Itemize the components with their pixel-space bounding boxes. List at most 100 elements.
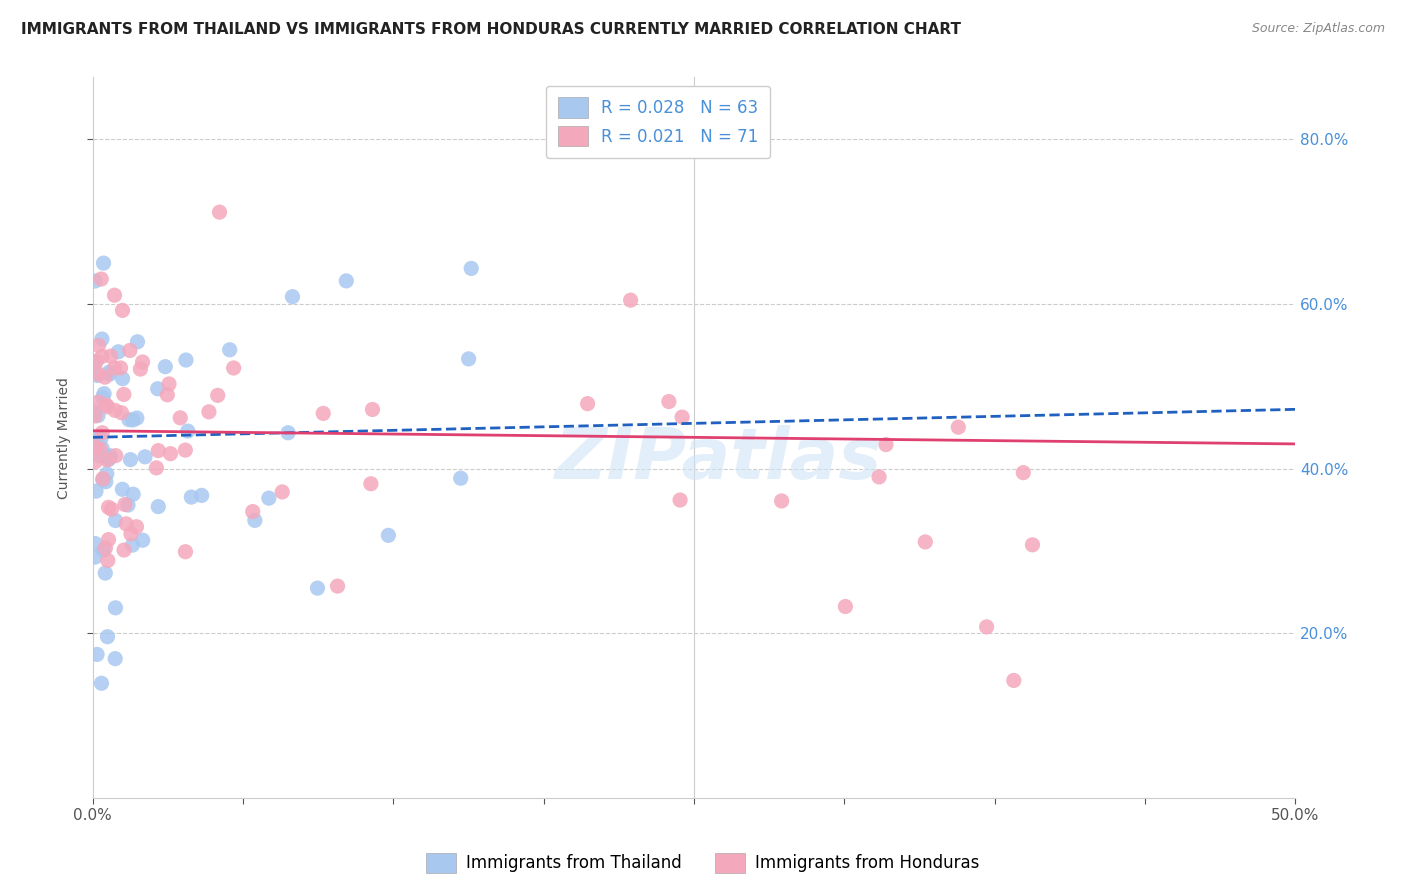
Point	[93, 543, 115, 558]
Point	[97, 500, 120, 515]
Point	[98, 450, 121, 465]
Point	[180, 490, 202, 504]
Point	[174, 353, 197, 368]
Point	[281, 290, 304, 304]
Legend: Immigrants from Thailand, Immigrants from Honduras: Immigrants from Thailand, Immigrants fro…	[419, 847, 987, 880]
Point	[148, 500, 170, 514]
Point	[174, 443, 197, 458]
Point	[90, 676, 112, 690]
Point	[93, 256, 115, 270]
Point	[94, 541, 117, 555]
Point	[868, 470, 890, 484]
Y-axis label: Currently Married: Currently Married	[58, 376, 72, 499]
Point	[834, 599, 856, 614]
Point	[104, 449, 127, 463]
Point	[157, 376, 180, 391]
Point	[134, 450, 156, 464]
Point	[361, 402, 384, 417]
Point	[112, 543, 135, 558]
Point	[242, 505, 264, 519]
Point	[169, 410, 191, 425]
Point	[208, 205, 231, 219]
Point	[87, 449, 110, 463]
Point	[89, 442, 111, 456]
Point	[104, 514, 127, 528]
Point	[112, 387, 135, 401]
Point	[122, 487, 145, 501]
Point	[84, 405, 107, 419]
Text: IMMIGRANTS FROM THAILAND VS IMMIGRANTS FROM HONDURAS CURRENTLY MARRIED CORRELATI: IMMIGRANTS FROM THAILAND VS IMMIGRANTS F…	[21, 22, 962, 37]
Point	[90, 272, 112, 286]
Point	[120, 527, 142, 541]
Point	[658, 394, 681, 409]
Point	[770, 494, 793, 508]
Point	[91, 472, 114, 486]
Point	[97, 533, 120, 547]
Point	[100, 502, 122, 516]
Point	[335, 274, 357, 288]
Point	[94, 475, 117, 489]
Text: Source: ZipAtlas.com: Source: ZipAtlas.com	[1251, 22, 1385, 36]
Point	[148, 443, 170, 458]
Point	[87, 395, 110, 409]
Point	[218, 343, 240, 357]
Point	[87, 338, 110, 352]
Point	[111, 371, 134, 385]
Point	[145, 461, 167, 475]
Point	[90, 432, 112, 446]
Point	[94, 566, 117, 580]
Point	[103, 288, 125, 302]
Point	[98, 365, 121, 379]
Point	[875, 437, 897, 451]
Point	[976, 620, 998, 634]
Point	[156, 388, 179, 402]
Text: ZIPatlas: ZIPatlas	[554, 425, 882, 494]
Point	[120, 452, 142, 467]
Point	[243, 513, 266, 527]
Point	[111, 483, 134, 497]
Point	[84, 409, 107, 423]
Point	[271, 484, 294, 499]
Point	[96, 453, 118, 467]
Point	[1002, 673, 1025, 688]
Point	[87, 367, 110, 381]
Point	[118, 343, 141, 358]
Point	[948, 420, 970, 434]
Point	[457, 351, 479, 366]
Point	[111, 303, 134, 318]
Point	[104, 403, 127, 417]
Point	[87, 409, 110, 423]
Point	[131, 533, 153, 548]
Point	[110, 406, 132, 420]
Point	[360, 476, 382, 491]
Point	[91, 442, 114, 456]
Point	[96, 467, 118, 481]
Point	[1021, 538, 1043, 552]
Point	[190, 488, 212, 502]
Point	[177, 424, 200, 438]
Point	[84, 550, 107, 565]
Point	[91, 473, 114, 487]
Point	[110, 360, 132, 375]
Point	[121, 538, 143, 552]
Point	[460, 261, 482, 276]
Point	[146, 382, 169, 396]
Point	[86, 648, 108, 662]
Point	[914, 535, 936, 549]
Point	[257, 491, 280, 505]
Point	[312, 406, 335, 420]
Point	[118, 412, 141, 426]
Point	[84, 440, 107, 454]
Point	[98, 449, 121, 463]
Point	[115, 516, 138, 531]
Point	[671, 410, 693, 425]
Point	[121, 413, 143, 427]
Point	[222, 361, 245, 376]
Point	[97, 452, 120, 467]
Point	[90, 332, 112, 346]
Point	[620, 293, 643, 308]
Point	[84, 484, 107, 499]
Point	[96, 400, 118, 414]
Point	[84, 356, 107, 370]
Point	[377, 528, 399, 542]
